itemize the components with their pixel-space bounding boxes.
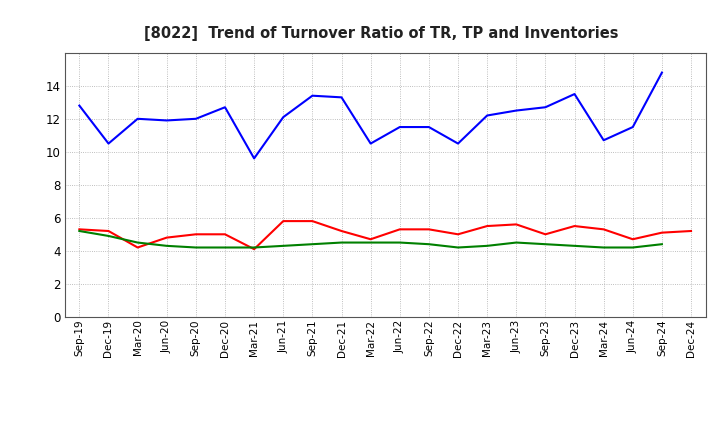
Trade Payables <box>192 116 200 121</box>
Inventories <box>425 242 433 247</box>
Inventories <box>454 245 462 250</box>
Inventories <box>512 240 521 245</box>
Inventories <box>250 245 258 250</box>
Trade Receivables <box>483 224 492 229</box>
Trade Receivables <box>75 227 84 232</box>
Trade Receivables <box>425 227 433 232</box>
Trade Receivables <box>512 222 521 227</box>
Trade Receivables <box>570 224 579 229</box>
Trade Payables <box>570 92 579 97</box>
Trade Receivables <box>163 235 171 240</box>
Inventories <box>192 245 200 250</box>
Trade Payables <box>629 125 637 130</box>
Trade Receivables <box>133 245 142 250</box>
Trade Payables <box>657 70 666 75</box>
Trade Payables <box>425 125 433 130</box>
Trade Receivables <box>599 227 608 232</box>
Inventories <box>395 240 404 245</box>
Trade Payables <box>308 93 317 99</box>
Trade Receivables <box>629 237 637 242</box>
Trade Payables <box>395 125 404 130</box>
Trade Receivables <box>104 228 113 234</box>
Trade Receivables <box>657 230 666 235</box>
Trade Receivables <box>366 237 375 242</box>
Inventories <box>483 243 492 249</box>
Trade Payables <box>279 114 287 120</box>
Inventories <box>366 240 375 245</box>
Trade Receivables <box>541 231 550 237</box>
Trade Receivables <box>337 228 346 234</box>
Inventories <box>541 242 550 247</box>
Trade Payables <box>75 103 84 108</box>
Trade Payables <box>250 156 258 161</box>
Trade Receivables <box>250 246 258 252</box>
Inventories <box>163 243 171 249</box>
Trade Payables <box>599 138 608 143</box>
Inventories <box>657 242 666 247</box>
Line: Inventories: Inventories <box>79 231 662 247</box>
Trade Payables <box>337 95 346 100</box>
Inventories <box>133 240 142 245</box>
Trade Receivables <box>395 227 404 232</box>
Inventories <box>629 245 637 250</box>
Trade Payables <box>104 141 113 146</box>
Inventories <box>337 240 346 245</box>
Trade Payables <box>454 141 462 146</box>
Trade Payables <box>163 118 171 123</box>
Trade Payables <box>366 141 375 146</box>
Inventories <box>599 245 608 250</box>
Trade Payables <box>541 105 550 110</box>
Line: Trade Payables: Trade Payables <box>79 73 662 158</box>
Inventories <box>279 243 287 249</box>
Inventories <box>570 243 579 249</box>
Trade Payables <box>483 113 492 118</box>
Trade Payables <box>220 105 229 110</box>
Trade Payables <box>512 108 521 113</box>
Trade Receivables <box>192 231 200 237</box>
Inventories <box>220 245 229 250</box>
Text: [8022]  Trend of Turnover Ratio of TR, TP and Inventories: [8022] Trend of Turnover Ratio of TR, TP… <box>144 26 619 41</box>
Trade Receivables <box>279 218 287 224</box>
Line: Trade Receivables: Trade Receivables <box>79 221 691 249</box>
Trade Receivables <box>687 228 696 234</box>
Inventories <box>104 233 113 238</box>
Trade Receivables <box>454 231 462 237</box>
Trade Receivables <box>308 218 317 224</box>
Inventories <box>308 242 317 247</box>
Trade Payables <box>133 116 142 121</box>
Trade Receivables <box>220 231 229 237</box>
Inventories <box>75 228 84 234</box>
